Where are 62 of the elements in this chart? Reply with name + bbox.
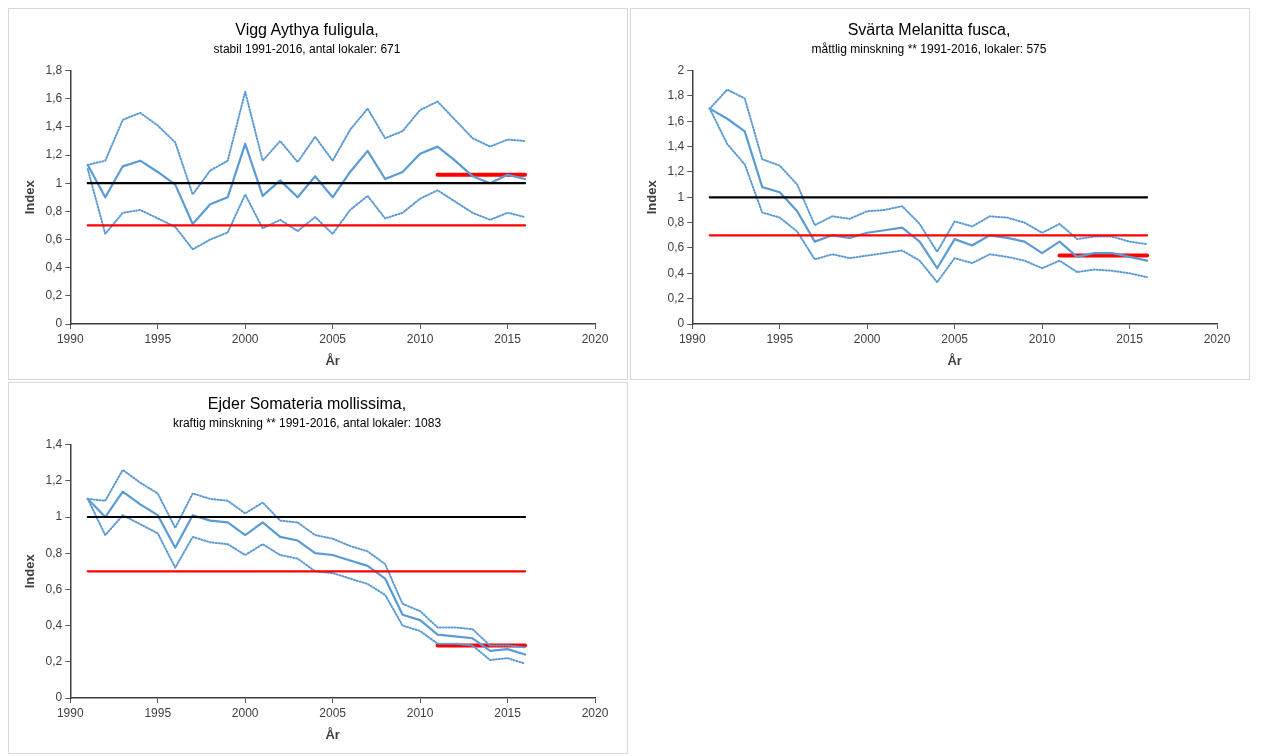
y-tick-label: 1,6	[667, 113, 685, 128]
chart-title: Svärta Melanitta fusca,	[847, 21, 1011, 39]
y-tick-label: 1,2	[667, 164, 685, 179]
x-tick-label: 2020	[581, 705, 609, 720]
chart-subtitle: måttlig minskning ** 1991-2016, lokaler: 575	[811, 41, 1047, 56]
y-tick-label: 0,8	[45, 545, 63, 560]
x-tick-label: 2020	[1203, 331, 1231, 346]
x-tick-label: 1995	[144, 331, 172, 346]
y-tick-label: 1,2	[45, 473, 63, 488]
x-axis-title: År	[325, 352, 340, 368]
y-tick-label: 0,6	[45, 581, 63, 596]
y-tick-label: 0,4	[45, 617, 63, 632]
y-tick-label: 1,8	[667, 88, 685, 103]
y-tick-label: 0	[55, 316, 63, 331]
y-tick-label: 1	[677, 189, 685, 204]
y-tick-label: 0,4	[45, 260, 63, 274]
y-tick-label: 0,6	[45, 231, 63, 246]
x-tick-label: 2010	[1028, 331, 1056, 346]
x-tick-label: 2005	[319, 705, 347, 720]
y-tick-label: 1,8	[45, 62, 63, 77]
chart-title: Ejder Somateria mollissima,	[207, 395, 407, 413]
y-tick-label: 1,6	[45, 91, 63, 106]
chart-title: Vigg Aythya fuligula,	[235, 21, 379, 39]
y-tick-label: 2	[677, 62, 685, 77]
x-tick-label: 1990	[56, 705, 84, 720]
x-tick-label: 2015	[1116, 331, 1144, 346]
x-tick-label: 2000	[231, 331, 259, 346]
y-tick-label: 1	[55, 175, 63, 190]
y-tick-label: 1,4	[45, 119, 63, 134]
y-tick-label: 0	[677, 316, 685, 331]
x-tick-label: 2015	[494, 705, 522, 720]
y-axis-title: Index	[644, 179, 660, 215]
y-tick-label: 0,2	[45, 288, 63, 303]
x-tick-label: 1995	[144, 705, 172, 720]
x-tick-label: 2020	[581, 331, 609, 346]
y-tick-label: 0,2	[45, 654, 63, 669]
x-tick-label: 2005	[319, 331, 347, 346]
x-tick-label: 1990	[678, 331, 706, 346]
y-tick-label: 0	[55, 690, 63, 705]
y-tick-label: 0,2	[667, 290, 685, 305]
x-tick-label: 2010	[406, 331, 434, 346]
y-tick-label: 1,4	[667, 138, 685, 153]
x-tick-label: 2000	[231, 705, 259, 720]
x-tick-label: 2015	[494, 331, 522, 346]
y-tick-label: 0,6	[667, 240, 685, 255]
x-tick-label: 1995	[766, 331, 794, 346]
chart-subtitle: kraftig minskning ** 1991-2016, antal lokaler: 1083	[172, 415, 442, 430]
x-axis-title: År	[325, 726, 340, 742]
y-tick-label: 1	[55, 509, 63, 524]
y-axis-title: Index	[22, 553, 38, 589]
y-tick-label: 1,4	[45, 436, 63, 451]
x-axis-title: År	[947, 352, 962, 368]
x-tick-label: 1990	[56, 331, 84, 346]
y-axis-title: Index	[22, 179, 38, 215]
y-tick-label: 0,8	[45, 203, 63, 218]
x-tick-label: 2010	[406, 705, 434, 720]
y-tick-label: 0,4	[667, 265, 685, 280]
y-tick-label: 1,2	[45, 147, 63, 162]
x-tick-label: 2000	[853, 331, 881, 346]
x-tick-label: 2005	[941, 331, 969, 346]
y-tick-label: 0,8	[667, 214, 685, 229]
chart-subtitle: stabil 1991-2016, antal lokaler: 671	[213, 41, 401, 56]
